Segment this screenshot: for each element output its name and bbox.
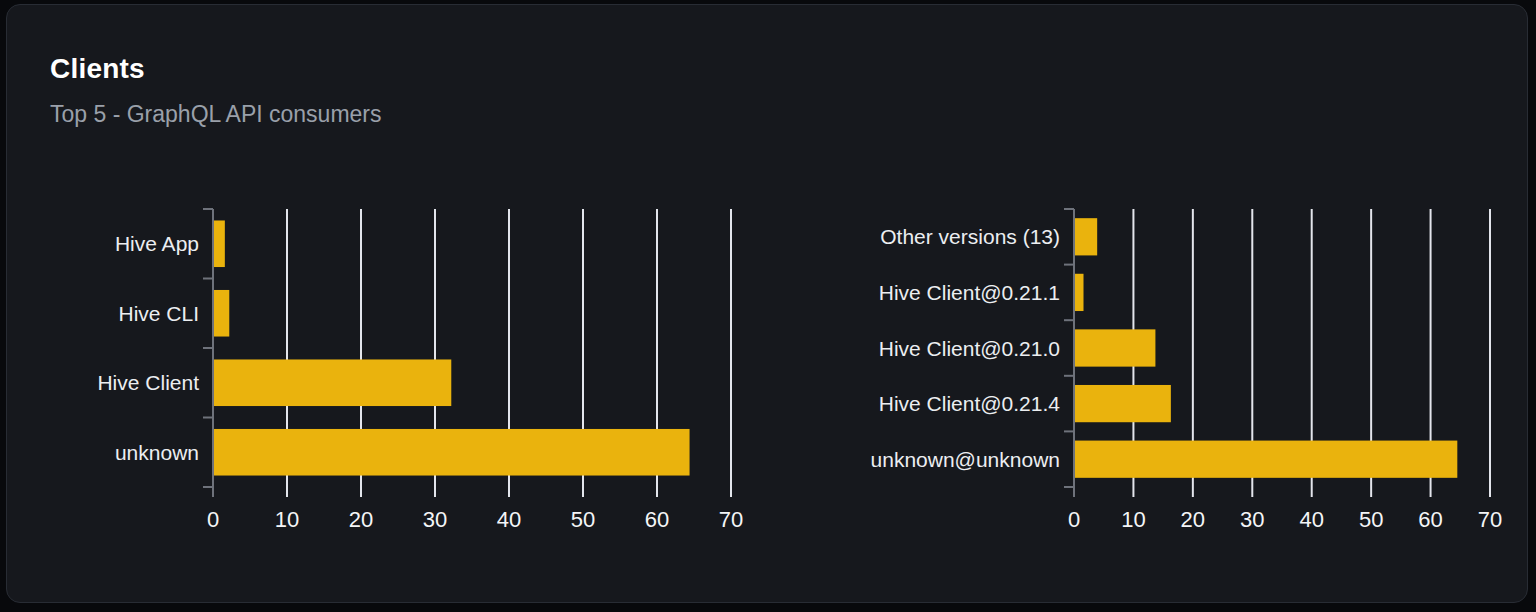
category-label: Hive CLI <box>118 302 199 325</box>
bar-hive-cli[interactable] <box>213 290 229 337</box>
category-label: Hive Client <box>97 371 199 394</box>
x-tick-label: 20 <box>1181 507 1205 532</box>
x-tick-label: 10 <box>1121 507 1145 532</box>
x-tick-label: 40 <box>497 507 521 532</box>
bar-charts-canvas: Hive App Hive CLI Hive Client unknown 0 10 20 3… <box>0 0 1536 612</box>
category-label: unknown@unknown <box>871 448 1060 471</box>
bar-unknown-unknown[interactable] <box>1074 441 1457 478</box>
category-label: Hive Client@0.21.4 <box>879 392 1061 415</box>
bar-hive-client[interactable] <box>213 359 451 406</box>
x-tick-label: 30 <box>1240 507 1264 532</box>
bar-hive-client-0-21-4[interactable] <box>1074 385 1171 422</box>
category-label: Hive Client@0.21.0 <box>879 337 1060 360</box>
category-label: Hive App <box>115 232 199 255</box>
x-tick-label: 50 <box>1359 507 1383 532</box>
bar-unknown[interactable] <box>213 429 690 476</box>
x-tick-label: 70 <box>719 507 743 532</box>
category-label: unknown <box>115 441 199 464</box>
x-tick-label: 30 <box>423 507 447 532</box>
x-tick-label: 10 <box>275 507 299 532</box>
bar-other-versions-13[interactable] <box>1074 218 1097 255</box>
category-label: Hive Client@0.21.1 <box>879 281 1060 304</box>
x-tick-label: 70 <box>1478 507 1502 532</box>
category-label: Other versions (13) <box>880 225 1060 248</box>
x-tick-label: 0 <box>1068 507 1080 532</box>
x-tick-label: 50 <box>571 507 595 532</box>
x-tick-label: 60 <box>645 507 669 532</box>
bar-hive-client-0-21-0[interactable] <box>1074 329 1155 366</box>
bar-hive-client-0-21-1[interactable] <box>1074 274 1084 311</box>
x-tick-label: 20 <box>349 507 373 532</box>
bar-hive-app[interactable] <box>213 220 225 267</box>
x-tick-label: 0 <box>207 507 219 532</box>
x-tick-label: 60 <box>1418 507 1442 532</box>
x-tick-label: 40 <box>1299 507 1323 532</box>
